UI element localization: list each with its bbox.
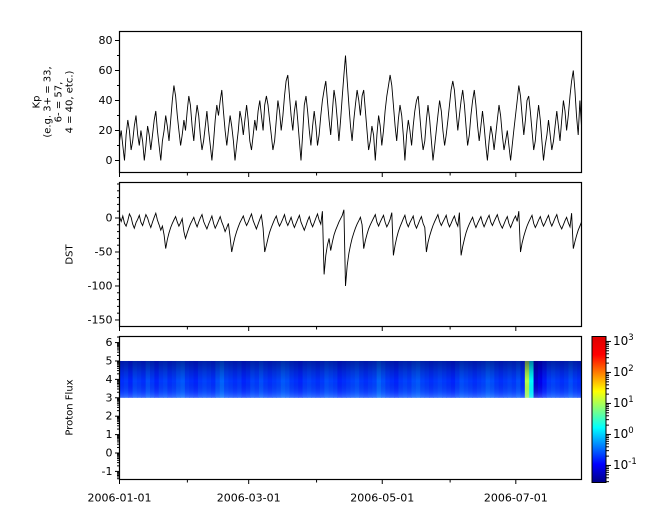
proton_flux-panel: 6 5 4 3 2 1 0 -1 [102, 335, 583, 484]
kp-panel: 0 20 40 60 80 [99, 30, 583, 177]
colorbar-tick-label: 10-1 [613, 457, 637, 472]
x-tick-label: 2006-03-01 [217, 492, 281, 505]
proton-band-shading [119, 360, 582, 398]
y-tick-label: 0 [106, 154, 113, 167]
kp-panel-border [118, 30, 583, 174]
y-tick-label: 4 [106, 373, 113, 386]
proton_flux-panel-border [118, 335, 583, 481]
x-tick-label: 2006-01-01 [88, 492, 152, 505]
dst-panel-border [118, 181, 583, 328]
y-tick-label: -150 [88, 313, 113, 326]
x-axis-date-labels: 2006-01-01 2006-03-01 2006-05-01 2006-07-01 [88, 492, 548, 505]
y-tick-label: 40 [99, 94, 113, 107]
colorbar-gradient [591, 336, 607, 483]
y-tick-label: -1 [102, 465, 113, 478]
y-tick-label: 1 [106, 428, 113, 441]
dst-panel: 0 -50 -100 -150 [88, 181, 583, 331]
kp-line [119, 55, 582, 161]
x-tick-label: 2006-05-01 [350, 492, 414, 505]
colorbar: 103 102 101 100 10-1 [591, 333, 637, 483]
y-tick-label: 0 [106, 446, 113, 459]
y-tick-label: 6 [106, 336, 113, 349]
colorbar-tick-label: 101 [613, 395, 634, 410]
y-tick-label: 80 [99, 34, 113, 47]
y-tick-label: 60 [99, 64, 113, 77]
y-tick-label: 0 [106, 211, 113, 224]
colorbar-tick-label: 100 [613, 426, 634, 441]
y-tick-label: 20 [99, 124, 113, 137]
dst-line [119, 209, 582, 287]
x-tick-label: 2006-07-01 [484, 492, 548, 505]
colorbar-tick-label: 103 [613, 333, 634, 348]
proton-heatmap [119, 360, 582, 398]
colorbar-tick-label: 102 [613, 364, 634, 379]
y-tick-label: -50 [95, 245, 113, 258]
y-tick-label: 3 [106, 391, 113, 404]
y-tick-label: -100 [88, 279, 113, 292]
y-tick-label: 5 [106, 354, 113, 367]
y-tick-label: 2 [106, 410, 113, 423]
